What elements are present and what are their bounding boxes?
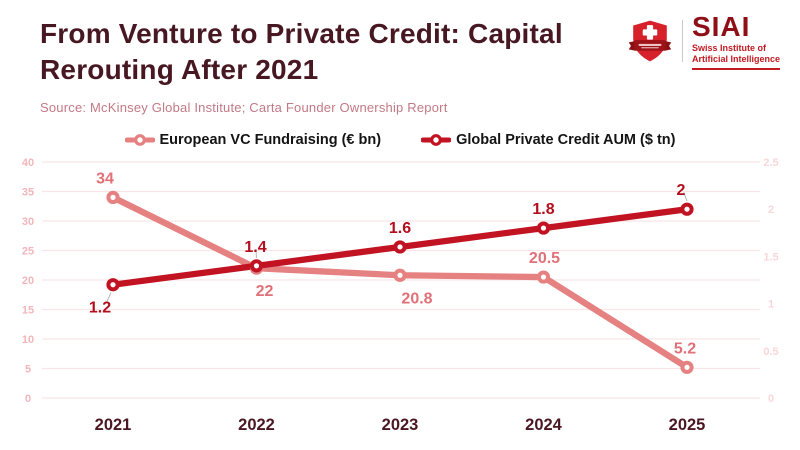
title-line-2: Rerouting After 2021 xyxy=(40,54,319,86)
svg-text:25: 25 xyxy=(22,246,34,258)
svg-text:1.2: 1.2 xyxy=(89,300,111,317)
svg-text:30: 30 xyxy=(22,216,34,228)
svg-text:1.8: 1.8 xyxy=(532,201,554,218)
svg-text:0: 0 xyxy=(768,393,774,405)
logo-acronym: SIAI xyxy=(691,11,751,42)
logo-divider xyxy=(681,20,683,63)
svg-text:5.2: 5.2 xyxy=(674,340,696,357)
svg-text:2022: 2022 xyxy=(238,416,275,434)
private-credit-line-marker-icon xyxy=(421,134,452,146)
chart-legend: European VC Fundraising (€ bn) Global Pr… xyxy=(0,132,800,148)
legend-item-private-credit: Global Private Credit AUM ($ tn) xyxy=(421,132,675,148)
svg-text:15: 15 xyxy=(22,305,34,317)
svg-text:1.6: 1.6 xyxy=(389,220,411,237)
svg-text:1: 1 xyxy=(768,299,774,311)
svg-text:1.4: 1.4 xyxy=(244,239,266,256)
svg-text:2.5: 2.5 xyxy=(763,157,778,169)
svg-text:2023: 2023 xyxy=(382,416,419,434)
logo-name-line-1: Swiss Institute of xyxy=(691,43,766,53)
logo-name: Swiss Institute of Artificial Intelligenc… xyxy=(692,43,780,66)
source-note: Source: McKinsey Global Institute; Carta… xyxy=(40,100,448,115)
svg-text:2025: 2025 xyxy=(669,416,706,434)
svg-text:20.5: 20.5 xyxy=(529,250,560,267)
svg-text:35: 35 xyxy=(22,187,34,199)
svg-text:2: 2 xyxy=(768,204,774,216)
svg-text:1.5: 1.5 xyxy=(763,251,778,263)
legend-label-private-credit: Global Private Credit AUM ($ tn) xyxy=(456,132,676,148)
svg-text:10: 10 xyxy=(22,334,34,346)
vc-line-marker-icon xyxy=(124,134,155,146)
title-line-1: From Venture to Private Credit: Capital xyxy=(40,18,563,49)
svg-text:2: 2 xyxy=(677,182,686,199)
logo-underline xyxy=(691,67,780,70)
legend-label-vc: European VC Fundraising (€ bn) xyxy=(159,132,382,148)
svg-text:5: 5 xyxy=(25,364,31,376)
svg-text:2021: 2021 xyxy=(95,416,132,434)
logo-name-line-2: Artificial Intelligence xyxy=(691,54,780,65)
svg-text:20.8: 20.8 xyxy=(401,290,432,307)
svg-text:2024: 2024 xyxy=(525,416,563,434)
chart-section: European VC Fundraising (€ bn) Global Pr… xyxy=(0,130,800,450)
siai-logo: SIAI Swiss Institute of Artificial Intell… xyxy=(627,13,780,70)
swiss-shield-icon xyxy=(628,20,672,62)
svg-text:20: 20 xyxy=(22,275,34,287)
svg-text:22: 22 xyxy=(256,283,274,300)
svg-text:0.5: 0.5 xyxy=(763,346,778,358)
logo-text: SIAI Swiss Institute of Artificial Intell… xyxy=(691,11,780,70)
svg-text:34: 34 xyxy=(96,170,114,187)
svg-text:0: 0 xyxy=(25,393,31,405)
legend-item-vc-fundraising: European VC Fundraising (€ bn) xyxy=(124,132,382,148)
page-title: From Venture to Private Credit: Capital R… xyxy=(40,16,640,89)
svg-text:40: 40 xyxy=(22,157,34,169)
